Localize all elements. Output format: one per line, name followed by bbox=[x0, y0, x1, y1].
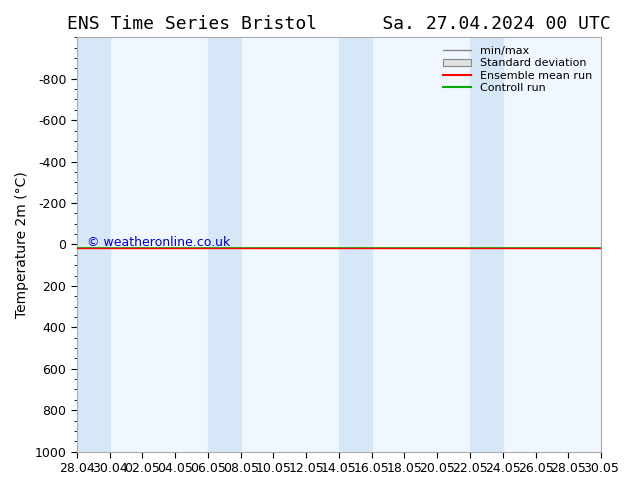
Bar bbox=[339, 37, 372, 452]
Bar bbox=[77, 37, 110, 452]
Title: ENS Time Series Bristol      Sa. 27.04.2024 00 UTC: ENS Time Series Bristol Sa. 27.04.2024 0… bbox=[67, 15, 611, 33]
Bar bbox=[601, 37, 634, 452]
Bar bbox=[470, 37, 503, 452]
Legend: min/max, Standard deviation, Ensemble mean run, Controll run: min/max, Standard deviation, Ensemble me… bbox=[440, 43, 595, 96]
Text: © weatheronline.co.uk: © weatheronline.co.uk bbox=[87, 236, 231, 249]
Bar bbox=[208, 37, 241, 452]
Y-axis label: Temperature 2m (°C): Temperature 2m (°C) bbox=[15, 171, 29, 318]
